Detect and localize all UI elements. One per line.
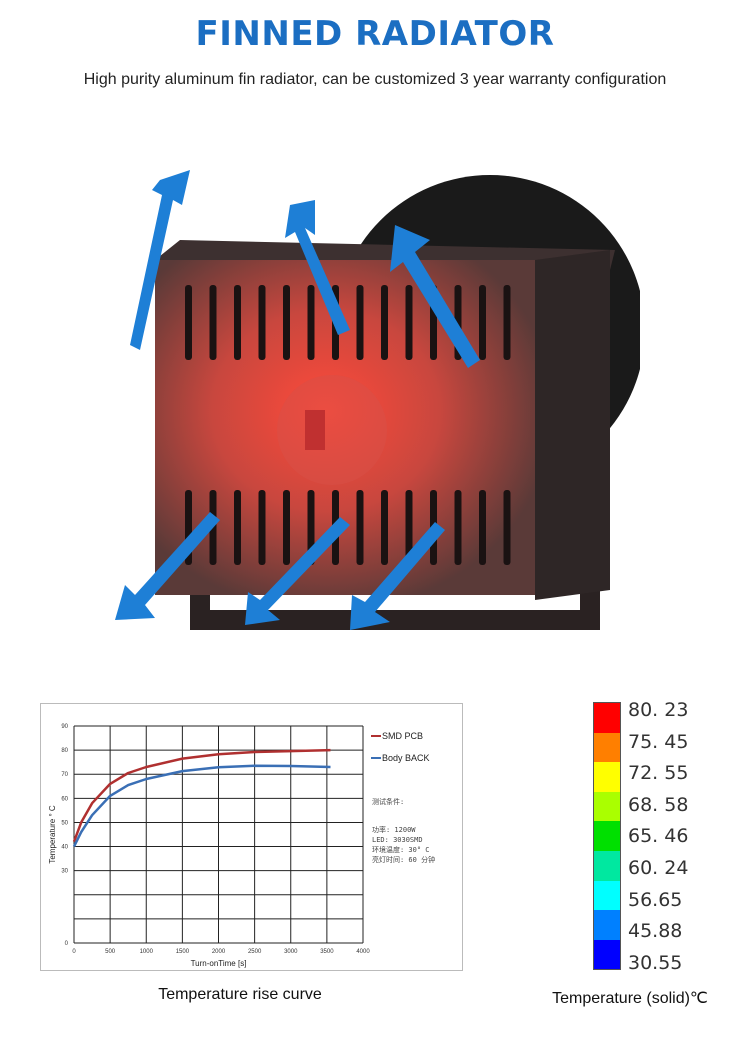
x-tick-label: 500: [105, 949, 116, 955]
vent-slot: [503, 285, 511, 360]
color-scale-segment: [594, 850, 620, 881]
color-scale-label: 80. 23: [628, 699, 689, 721]
test-condition-text: 环境温度: 30° C: [372, 845, 430, 854]
color-scale-segment: [594, 791, 620, 822]
vent-slot: [283, 285, 290, 360]
x-tick-label: 3000: [284, 949, 298, 955]
x-tick-label: 1500: [176, 949, 190, 955]
airflow-arrows: [115, 170, 480, 630]
vent-slot: [283, 490, 290, 565]
vent-slot: [258, 490, 266, 565]
center-connector: [305, 410, 325, 450]
temperature-color-scale: [593, 702, 621, 971]
test-condition-text: LED: 3030SMD: [372, 836, 423, 844]
vent-slot: [185, 285, 192, 360]
y-tick-label: 60: [61, 796, 68, 802]
color-scale-label: 72. 55: [628, 762, 689, 785]
color-scale-label: 30.55: [628, 951, 683, 974]
vent-slot: [381, 490, 388, 565]
color-scale-segment: [594, 762, 620, 792]
color-scale-label: 75. 45: [628, 730, 689, 753]
x-tick-label: 1000: [140, 949, 154, 955]
color-scale-segment: [594, 910, 620, 940]
vent-slot: [209, 285, 217, 360]
airflow-arrow-icon: [130, 170, 190, 350]
vent-slot: [258, 285, 266, 360]
x-tick-label: 2500: [248, 949, 262, 955]
page-title: FINNED RADIATOR: [195, 14, 555, 54]
vent-slots: [185, 285, 511, 565]
color-scale-caption: Temperature (solid)℃: [552, 990, 708, 1007]
y-tick-label: 40: [61, 845, 68, 851]
legend-label: SMD PCB: [382, 731, 423, 741]
y-axis-label: Temperature ° C: [48, 805, 57, 864]
x-tick-label: 3500: [320, 949, 334, 955]
test-condition-text: 功率: 1200W: [372, 825, 416, 834]
color-scale-segment: [594, 880, 620, 911]
color-scale-label: 56.65: [628, 888, 683, 911]
y-tick-label: 70: [61, 772, 68, 778]
page-subtitle: High purity aluminum fin radiator, can b…: [83, 71, 667, 88]
vent-slot: [405, 490, 413, 565]
vent-slot: [356, 285, 364, 360]
vent-slot: [234, 490, 241, 565]
vent-slot: [234, 285, 241, 360]
airflow-arrow-icon: [390, 225, 480, 368]
x-tick-label: 4000: [356, 949, 370, 955]
test-condition-text: 亮灯时间: 60 分钟: [372, 855, 435, 864]
color-scale-label: 68. 58: [628, 793, 689, 816]
vent-slot: [479, 285, 486, 360]
temperature-rise-chart: 0 500 1000 1500 2000 2500 3000 3500 4000 0 30 40 50 6…: [40, 703, 463, 971]
vent-slot: [356, 490, 364, 565]
housing-side: [535, 250, 610, 600]
color-scale-segment: [594, 821, 620, 851]
chart-svg: 0 500 1000 1500 2000 2500 3000 3500 4000 0 30 40 50 6…: [48, 724, 435, 968]
x-axis-label: Turn-onTime [s]: [191, 959, 247, 968]
x-tick-label: 0: [72, 949, 76, 955]
vent-slot: [503, 490, 511, 565]
airflow-arrow-icon: [245, 517, 350, 625]
color-scale-segment: [594, 732, 620, 763]
color-scale-label: 60. 24: [628, 857, 689, 879]
vent-slot: [307, 285, 315, 360]
test-condition-text: 测试条件:: [372, 797, 404, 806]
airflow-arrow-icon: [115, 512, 220, 620]
color-scale-segment: [594, 939, 620, 970]
floodlight-product-image: [115, 170, 640, 630]
airflow-arrow-icon: [285, 200, 350, 335]
airflow-arrow-icon: [350, 522, 445, 630]
vent-slot: [381, 285, 388, 360]
series-line-body-back: [72, 764, 331, 848]
mounting-bracket: [190, 550, 600, 630]
y-tick-label: 90: [61, 724, 68, 730]
y-tick-label: 80: [61, 748, 68, 754]
color-scale-segment: [594, 703, 620, 733]
color-scale-label: 45.88: [628, 920, 683, 943]
vent-slot: [479, 490, 486, 565]
y-tick-label: 30: [61, 869, 68, 875]
chart-caption: Temperature rise curve: [158, 986, 322, 1003]
vent-slot: [405, 285, 413, 360]
legend-label: Body BACK: [382, 753, 430, 763]
y-tick-label: 50: [61, 820, 68, 826]
series-line-smd-pcb: [72, 748, 331, 843]
x-tick-label: 2000: [212, 949, 226, 955]
vent-slot: [454, 490, 462, 565]
y-tick-label: 0: [65, 941, 69, 947]
color-scale-label: 65. 46: [628, 825, 689, 848]
